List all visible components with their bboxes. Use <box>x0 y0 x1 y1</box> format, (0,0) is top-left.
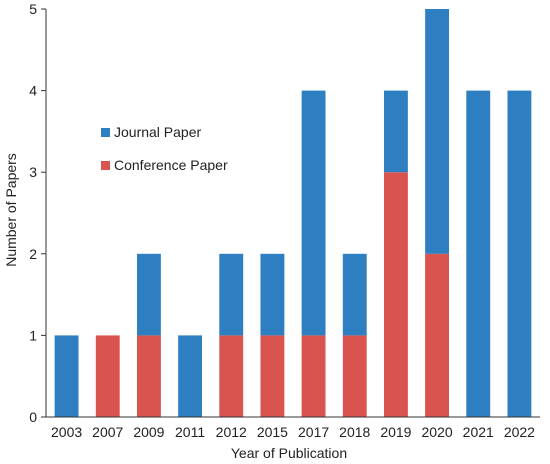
y-tick-label: 0 <box>29 409 37 425</box>
bar-conference-2009 <box>136 335 161 417</box>
y-tick-label: 3 <box>29 164 37 180</box>
x-tick-label: 2007 <box>92 424 123 440</box>
x-tick-label: 2009 <box>133 424 164 440</box>
bar-journal-2011 <box>178 335 203 417</box>
x-tick-label: 2003 <box>51 424 82 440</box>
legend-swatch-conference <box>101 161 110 170</box>
legend-label-conference: Conference Paper <box>114 157 228 173</box>
bar-conference-2007 <box>95 335 120 417</box>
bar-conference-2015 <box>260 335 285 417</box>
bar-journal-2019 <box>383 90 408 173</box>
y-tick-label: 2 <box>29 246 37 262</box>
bar-conference-2017 <box>301 335 326 417</box>
x-tick-label: 2017 <box>298 424 329 440</box>
bars-layer <box>54 9 532 417</box>
x-tick-label: 2019 <box>380 424 411 440</box>
legend: Journal Paper Conference Paper <box>101 124 228 173</box>
bar-conference-2018 <box>342 335 367 417</box>
bar-journal-2018 <box>342 253 367 336</box>
x-tick-label: 2018 <box>339 424 370 440</box>
x-tick-label: 2012 <box>216 424 247 440</box>
x-tick-label: 2020 <box>422 424 453 440</box>
legend-swatch-journal <box>101 128 110 137</box>
bar-journal-2009 <box>136 253 161 336</box>
x-tick-label: 2011 <box>175 424 205 440</box>
bar-journal-2022 <box>507 90 532 417</box>
bar-journal-2012 <box>219 253 244 336</box>
bar-conference-2019 <box>383 172 408 417</box>
bar-journal-2015 <box>260 253 285 336</box>
ticks-layer: 0 1 2 3 4 5 2003 2007 2009 2011 2012 2015 2017 2018 20… <box>29 1 535 440</box>
y-tick-label: 4 <box>29 83 37 99</box>
bar-journal-2020 <box>425 9 450 254</box>
bar-conference-2020 <box>425 253 450 417</box>
axes-layer <box>45 9 540 418</box>
y-tick-label: 5 <box>29 1 37 17</box>
bar-conference-2012 <box>219 335 244 417</box>
x-tick-label: 2022 <box>504 424 535 440</box>
bar-journal-2003 <box>54 335 79 417</box>
x-tick-label: 2021 <box>463 424 494 440</box>
y-axis-title: Number of Papers <box>3 153 19 267</box>
bar-journal-2021 <box>466 90 491 417</box>
y-tick-label: 1 <box>29 327 37 343</box>
x-tick-label: 2015 <box>257 424 288 440</box>
bar-journal-2017 <box>301 90 326 336</box>
x-axis-title: Year of Publication <box>231 445 347 461</box>
legend-label-journal: Journal Paper <box>114 124 202 140</box>
